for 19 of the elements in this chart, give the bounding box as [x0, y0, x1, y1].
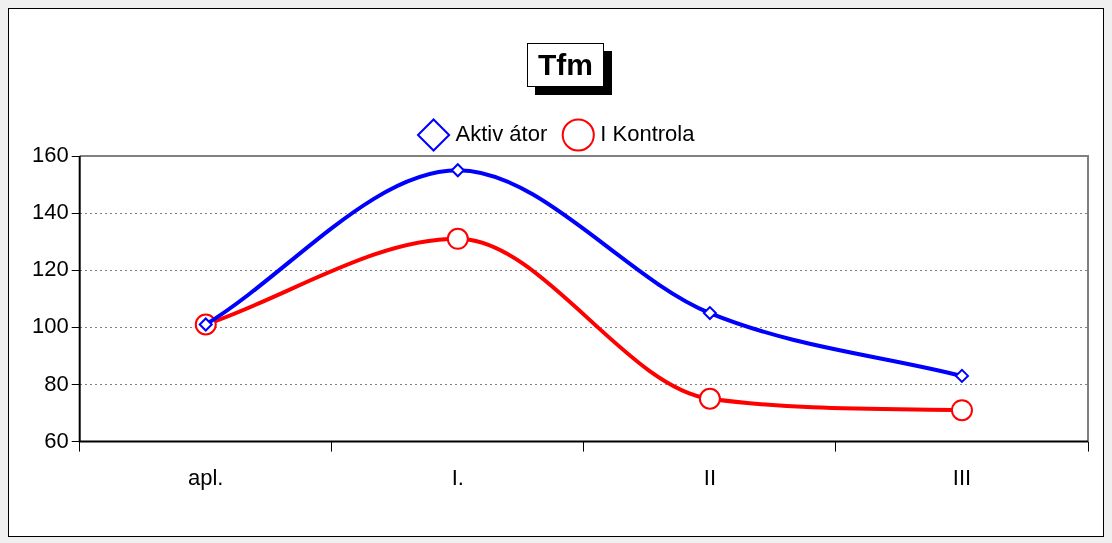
- x-tick-label: III: [952, 464, 972, 490]
- y-tick-label: 60: [44, 427, 69, 453]
- x-tick-label: I.: [451, 464, 464, 490]
- y-tick-label: 80: [44, 370, 69, 396]
- x-tick-label: apl.: [188, 464, 224, 490]
- point: [698, 387, 721, 410]
- y-tick-label: 100: [31, 313, 69, 339]
- legend-label: Aktiv átor: [455, 121, 548, 147]
- point: [702, 306, 717, 321]
- chart-title: Tfm: [527, 43, 604, 87]
- y-tick-label: 160: [31, 142, 69, 168]
- y-tick-label: 140: [31, 199, 69, 225]
- point: [950, 399, 973, 422]
- point: [954, 368, 969, 383]
- y-tick-label: 120: [31, 256, 69, 282]
- point: [450, 163, 465, 178]
- point: [446, 227, 469, 250]
- x-tick-label: II: [703, 464, 717, 490]
- legend-label: I Kontrola: [600, 121, 696, 147]
